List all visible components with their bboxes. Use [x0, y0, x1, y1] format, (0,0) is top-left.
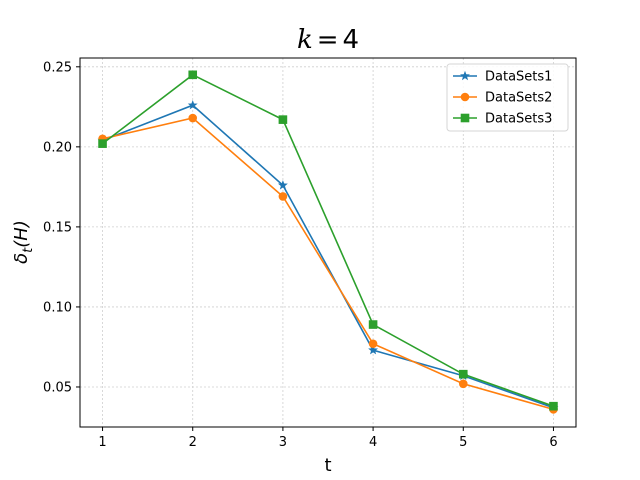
series-group [97, 70, 559, 414]
legend-label: DataSets2 [485, 91, 552, 106]
y-tick-label: 0.25 [43, 60, 72, 75]
title-value: 4 [343, 25, 360, 55]
data-point [277, 180, 288, 190]
data-point [278, 192, 288, 201]
x-axis-label: t [324, 455, 331, 476]
legend-marker [460, 92, 470, 102]
legend-label: DataSets1 [485, 70, 552, 85]
x-tick-label: 6 [549, 435, 557, 450]
ylabel-subscript: t [21, 247, 36, 253]
legend-marker [460, 113, 470, 123]
ylabel-symbol: δ [11, 253, 32, 264]
legend-item: DataSets2 [453, 91, 552, 106]
data-point [368, 344, 379, 355]
series-datasets3 [98, 70, 558, 411]
y-tick-label: 0.15 [43, 220, 72, 235]
data-point [368, 339, 378, 349]
plot-area-frame [79, 57, 577, 428]
ylabel-argument: (H) [11, 220, 32, 248]
chart-title: k = 4 [297, 25, 359, 55]
data-point [188, 113, 198, 123]
x-tick-label: 1 [98, 435, 106, 450]
data-point [458, 379, 468, 389]
y-tick-label: 0.20 [43, 140, 72, 155]
data-point [458, 369, 468, 379]
title-equals: = [317, 25, 339, 55]
data-point [98, 139, 107, 148]
y-tick-label: 0.10 [43, 300, 72, 315]
x-tick-label: 3 [279, 435, 287, 450]
legend-item: DataSets3 [453, 112, 552, 127]
data-point [549, 401, 558, 411]
series-line [102, 117, 554, 411]
y-axis-label: δt(H) [11, 220, 36, 264]
legend-item: DataSets1 [453, 70, 552, 85]
series-line [102, 73, 554, 407]
legend-box [446, 63, 569, 132]
x-tick-label: 4 [369, 435, 377, 450]
legend-label: DataSets3 [485, 112, 552, 127]
series-line [102, 104, 554, 409]
data-point [368, 320, 378, 329]
x-tick-label: 2 [189, 435, 197, 450]
axis-ticks: 1 2 3 4 5 6 0.05 0.10 0.15 0.20 0.25 [43, 60, 558, 450]
x-tick-label: 5 [459, 435, 467, 450]
data-point [188, 70, 198, 80]
data-point [278, 115, 288, 124]
y-tick-label: 0.05 [43, 380, 72, 395]
legend-marker [460, 70, 470, 81]
data-point [187, 100, 198, 110]
legend: DataSets1 DataSets2 DataSets3 [446, 63, 569, 132]
title-variable: k [297, 25, 313, 55]
